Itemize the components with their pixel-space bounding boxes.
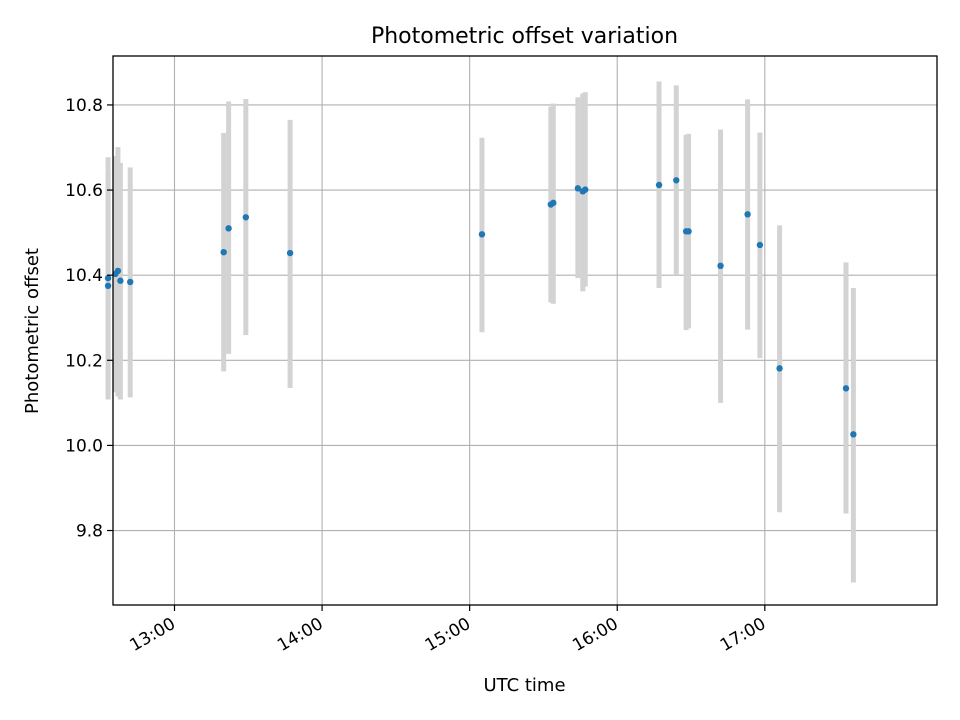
data-point xyxy=(850,431,857,438)
chart-title: Photometric offset variation xyxy=(371,24,678,49)
data-point xyxy=(756,241,764,249)
data-point xyxy=(776,365,783,372)
data-point xyxy=(744,211,751,218)
data-point xyxy=(104,274,112,282)
data-point xyxy=(242,214,250,221)
y-tick-label: 10.0 xyxy=(65,436,103,456)
data-point xyxy=(842,385,850,392)
data-point xyxy=(478,231,486,238)
data-point xyxy=(117,277,124,284)
y-axis-title: Photometric offset xyxy=(22,248,43,414)
plot-frame xyxy=(112,55,938,606)
x-axis-title: UTC time xyxy=(483,675,565,696)
data-point xyxy=(286,249,294,257)
y-tick-label: 9.8 xyxy=(76,522,103,542)
data-point xyxy=(127,278,134,286)
data-point xyxy=(717,262,724,270)
data-point xyxy=(550,199,557,207)
y-tick-label: 10.4 xyxy=(65,266,103,286)
grid-layer xyxy=(113,56,937,605)
y-tick-label: 10.8 xyxy=(65,96,103,116)
data-point xyxy=(582,186,589,193)
data-point xyxy=(685,228,692,235)
data-point xyxy=(114,267,122,275)
point-layer xyxy=(104,177,857,438)
data-point xyxy=(104,282,112,290)
y-tick-label: 10.2 xyxy=(65,351,103,371)
data-point xyxy=(220,248,227,256)
data-point xyxy=(225,225,232,232)
data-point xyxy=(655,181,663,189)
y-tick-label: 10.6 xyxy=(65,181,103,201)
data-point xyxy=(673,177,680,184)
data-point xyxy=(574,185,582,192)
